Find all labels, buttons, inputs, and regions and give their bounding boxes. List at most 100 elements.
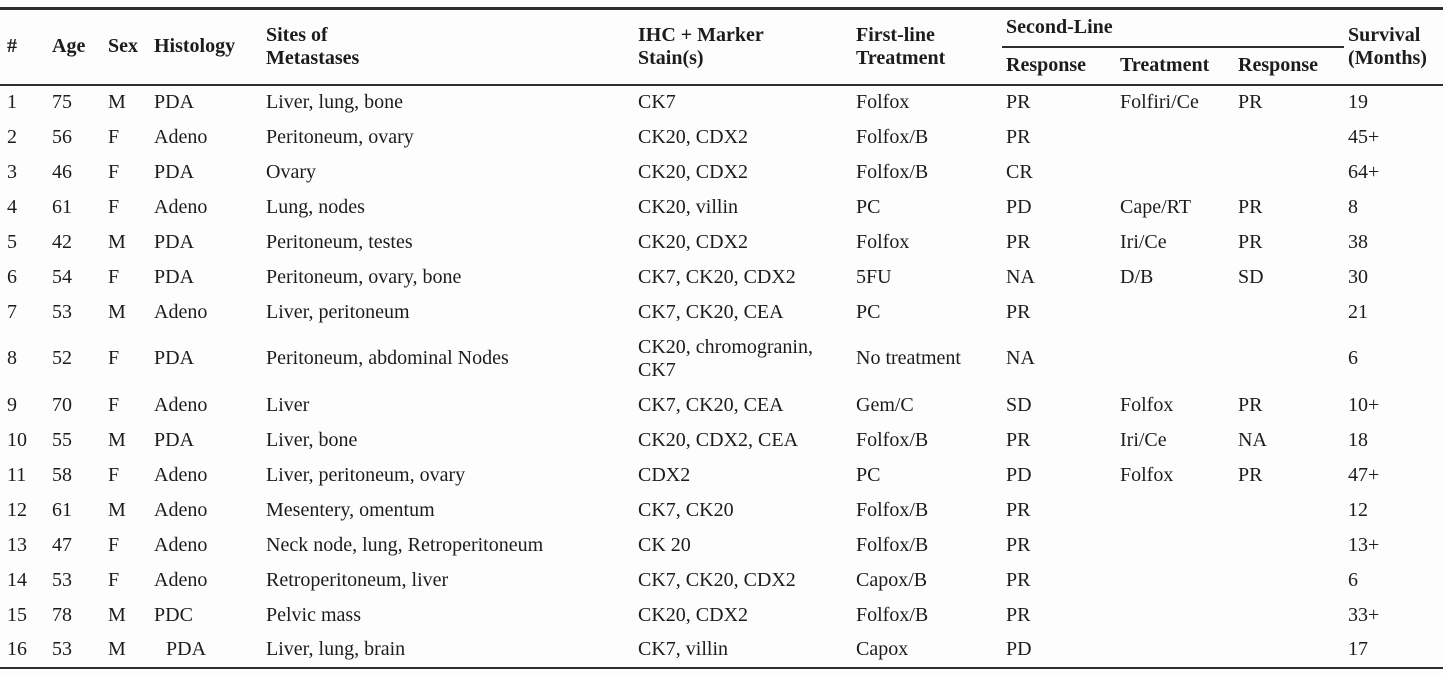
cell-num: 15	[7, 603, 27, 626]
cell-ihc: CK7	[638, 91, 676, 114]
table-row: 5 42 M PDA Peritoneum, testes CK20, CDX2 Folfo…	[0, 225, 1443, 260]
cell-second_line_treatment: Iri/Ce	[1120, 230, 1167, 253]
cell-second_line_response: PD	[1006, 638, 1032, 661]
cell-second_line_treatment: Folfox	[1120, 393, 1174, 416]
cell-num: 1	[7, 91, 17, 114]
cell-histology: PDA	[154, 347, 195, 370]
cell-second_line_response: PD	[1006, 195, 1032, 218]
cell-second_line_response: NA	[1006, 347, 1035, 370]
cell-survival: 45+	[1348, 125, 1380, 148]
cell-sites: Liver, lung, bone	[266, 91, 403, 114]
cell-ihc: CK20, villin	[638, 195, 739, 218]
header-num: #	[7, 35, 17, 58]
cell-age: 46	[52, 160, 72, 183]
cell-survival: 19	[1348, 91, 1369, 114]
cell-histology: PDA	[154, 91, 195, 114]
cell-histology: PDA	[166, 638, 207, 661]
cell-num: 14	[7, 568, 27, 591]
cell-age: 58	[52, 463, 72, 486]
header-sites-of-metastases: Sites of Metastases	[266, 23, 360, 69]
cell-second_line_response: PR	[1006, 125, 1031, 148]
header-second-line-response-2: Response	[1238, 54, 1319, 76]
table-row: 2 56 F Adeno Peritoneum, ovary CK20, CDX2 Folf…	[0, 120, 1443, 155]
cell-second_line_response2: PR	[1238, 463, 1263, 486]
cell-second_line_response: CR	[1006, 160, 1033, 183]
cell-num: 13	[7, 533, 27, 556]
cell-ihc: CK7, CK20, CEA	[638, 393, 784, 416]
cell-num: 16	[7, 638, 27, 661]
table-row: 10 55 M PDA Liver, bone CK20, CDX2, CEA Folfox…	[0, 423, 1443, 458]
cell-second_line_response2: PR	[1238, 91, 1263, 114]
cell-num: 3	[7, 160, 17, 183]
header-survival-months: Survival (Months)	[1348, 23, 1427, 69]
cell-second_line_response: SD	[1006, 393, 1032, 416]
cell-second_line_treatment	[1116, 155, 1234, 190]
cell-second_line_response2	[1234, 155, 1344, 190]
cell-num: 6	[7, 265, 17, 288]
cell-age: 53	[52, 300, 72, 323]
cell-sites: Liver, bone	[266, 428, 358, 451]
header-second-line-treatment: Treatment	[1120, 54, 1210, 76]
cell-sites: Liver, lung, brain	[266, 638, 406, 661]
cell-sex: F	[108, 160, 120, 183]
cell-second_line_response2	[1234, 563, 1344, 598]
cell-survival: 38	[1348, 230, 1369, 253]
cell-second_line_response: PR	[1006, 603, 1031, 626]
cell-second_line_treatment: Folfox	[1120, 463, 1174, 486]
cell-sites: Liver, peritoneum	[266, 300, 410, 323]
cell-sites: Mesentery, omentum	[266, 498, 435, 521]
cell-second_line_response: PR	[1006, 230, 1031, 253]
cell-second_line_response2	[1234, 598, 1344, 633]
cell-sex: M	[108, 638, 126, 661]
cell-first_line: Folfox/B	[856, 603, 929, 626]
cell-survival: 17	[1348, 638, 1369, 661]
cell-second_line_response2: PR	[1238, 195, 1263, 218]
cell-first_line: PC	[856, 463, 881, 486]
table-header: # Age Sex Histology Sites of Metastases …	[0, 8, 1443, 85]
cell-survival: 10+	[1348, 393, 1380, 416]
cell-second_line_treatment: Cape/RT	[1120, 195, 1192, 218]
cell-sex: F	[108, 347, 120, 370]
table-row: 9 70 F Adeno Liver CK7, CK20, CEA Gem/C SD Folfo…	[0, 388, 1443, 423]
cell-num: 4	[7, 195, 17, 218]
cell-num: 12	[7, 498, 27, 521]
table-row: 11 58 F Adeno Liver, peritoneum, ovary CDX2 PC…	[0, 458, 1443, 493]
cell-ihc: CDX2	[638, 463, 691, 486]
cell-first_line: PC	[856, 195, 881, 218]
cell-histology: Adeno	[154, 463, 208, 486]
cell-sex: F	[108, 568, 120, 591]
table-row: 4 61 F Adeno Lung, nodes CK20, villin PC PD Cape…	[0, 190, 1443, 225]
cell-second_line_response2: PR	[1238, 230, 1263, 253]
cell-sex: F	[108, 533, 120, 556]
cell-second_line_response: NA	[1006, 265, 1035, 288]
cell-second_line_response2	[1234, 493, 1344, 528]
header-second-line-group: Second-Line	[1002, 8, 1345, 48]
cell-ihc: CK20, CDX2	[638, 230, 749, 253]
cell-age: 56	[52, 125, 72, 148]
cell-survival: 6	[1348, 347, 1359, 370]
cell-histology: PDC	[154, 603, 193, 626]
cell-age: 61	[52, 498, 72, 521]
cell-second_line_response2	[1234, 120, 1344, 155]
cell-first_line: Folfox	[856, 91, 910, 114]
cell-sex: F	[108, 125, 120, 148]
cell-sex: M	[108, 498, 126, 521]
header-first-line-treatment: First-line Treatment	[856, 23, 946, 69]
cell-num: 5	[7, 230, 17, 253]
header-age: Age	[52, 35, 86, 58]
cell-ihc: CK7, CK20	[638, 498, 734, 521]
cell-second_line_treatment	[1116, 330, 1234, 388]
cell-second_line_response: PR	[1006, 533, 1031, 556]
cell-ihc: CK7, CK20, CEA	[638, 300, 784, 323]
cell-survival: 21	[1348, 300, 1369, 323]
header-row-sub: Response Treatment Response	[0, 47, 1443, 85]
cell-first_line: Folfox/B	[856, 428, 929, 451]
cell-histology: Adeno	[154, 533, 208, 556]
cell-ihc: CK7, CK20, CDX2	[638, 265, 796, 288]
cell-ihc: CK20, CDX2	[638, 160, 749, 183]
cell-second_line_response: PR	[1006, 300, 1031, 323]
cell-second_line_response2	[1234, 330, 1344, 388]
cell-ihc: CK7, CK20, CDX2	[638, 568, 796, 591]
cell-survival: 18	[1348, 428, 1369, 451]
cell-first_line: Capox/B	[856, 568, 928, 591]
